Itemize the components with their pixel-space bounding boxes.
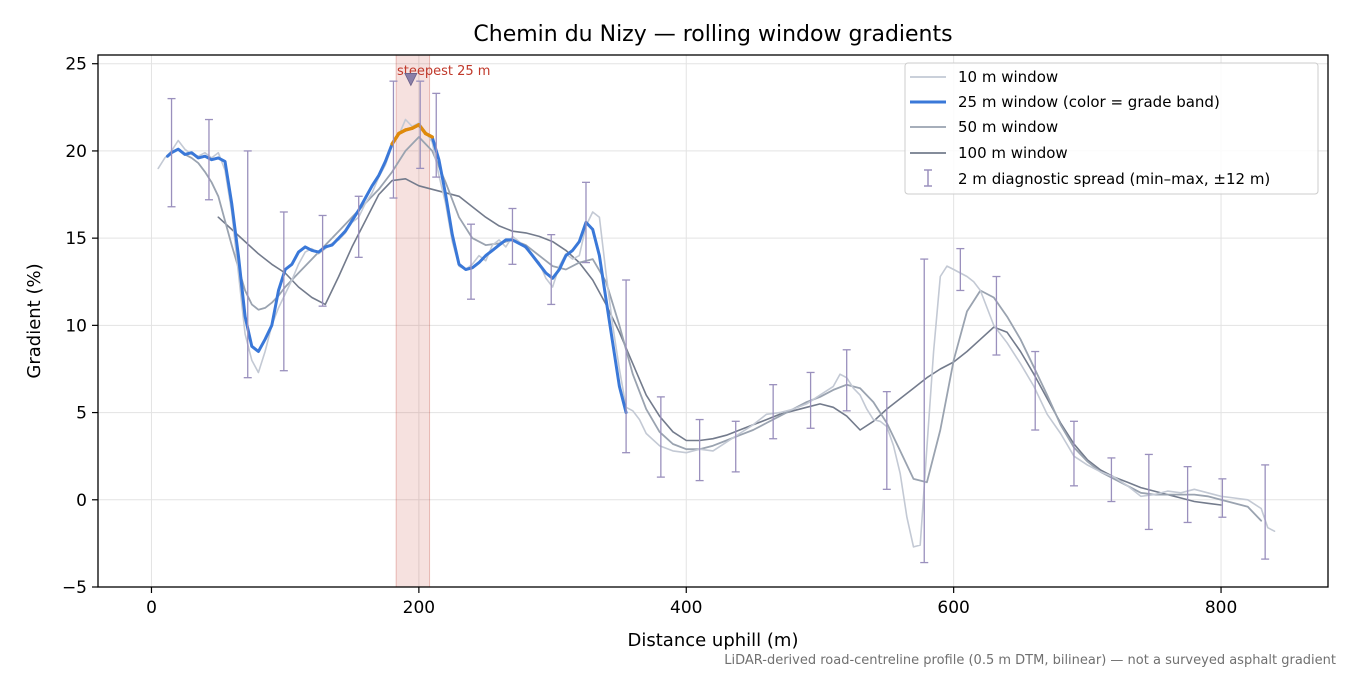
legend-label-errorbar: 2 m diagnostic spread (min–max, ±12 m) [958,170,1270,188]
steepest-label: steepest 25 m [397,64,490,79]
error-bar [167,97,176,208]
y-tick-label: 25 [65,55,87,75]
error-bar [1183,465,1192,524]
x-tick-label: 600 [937,598,969,618]
error-bar [1107,457,1116,503]
error-bar [1218,478,1227,518]
y-tick-label: −5 [62,578,87,598]
error-bar [318,214,327,307]
error-bar [467,223,476,300]
y-tick-label: 20 [65,142,87,162]
legend-label-25m: 25 m window (color = grade band) [958,93,1220,111]
error-bar [1144,453,1153,531]
legend-box [904,62,1319,195]
error-bar [243,150,252,379]
error-bar [656,396,665,478]
x-tick-label: 800 [1205,598,1237,618]
x-tick-label: 0 [146,598,157,618]
legend-label-100m: 100 m window [958,144,1068,162]
error-bar [508,207,517,265]
axis-ticks: 0 200 400 600 800 −5 0 5 10 15 20 25 [62,55,1237,618]
error-bar [806,371,815,429]
error-bar [882,390,891,490]
error-bar [731,420,740,473]
series-band-segment [423,131,434,139]
error-bar [992,275,1001,356]
error-bar [416,80,425,170]
legend: 10 m window 25 m window (color = grade b… [904,62,1319,195]
error-bar [842,349,851,412]
legend-label-50m: 50 m window [958,118,1058,136]
chart-title: Chemin du Nizy — rolling window gradient… [473,22,952,47]
series-line-2 [183,136,1263,522]
y-tick-label: 0 [76,491,87,511]
y-tick-label: 15 [65,229,87,249]
error-bars [167,80,1270,564]
error-bar [695,418,704,482]
y-axis-label: Gradient (%) [24,263,45,378]
error-bar [1031,350,1040,431]
footnote: LiDAR-derived road-centreline profile (0… [724,653,1336,668]
error-bar [432,92,441,178]
series-line-0 [157,118,1276,548]
annotations: steepest 25 m [397,64,490,87]
legend-swatch-errorbar [924,169,932,187]
x-tick-label: 400 [670,598,702,618]
error-bar [920,258,929,564]
error-bar [956,247,965,292]
y-tick-label: 5 [76,404,87,424]
error-bar [204,118,213,201]
error-bar [389,80,398,199]
x-tick-label: 200 [403,598,435,618]
series-lines [157,118,1276,548]
steepest-marker [404,73,418,87]
error-bar [547,234,556,306]
plot-frame [97,54,1329,588]
y-tick-label: 10 [65,316,87,336]
error-bar [769,384,778,440]
legend-label-10m: 10 m window [958,68,1058,86]
x-axis-label: Distance uphill (m) [628,630,799,651]
error-bar [622,279,631,454]
error-bar [354,195,363,258]
error-bar [1261,464,1270,560]
error-bar [1069,420,1078,487]
error-bar [279,211,288,372]
error-bar [581,181,590,264]
